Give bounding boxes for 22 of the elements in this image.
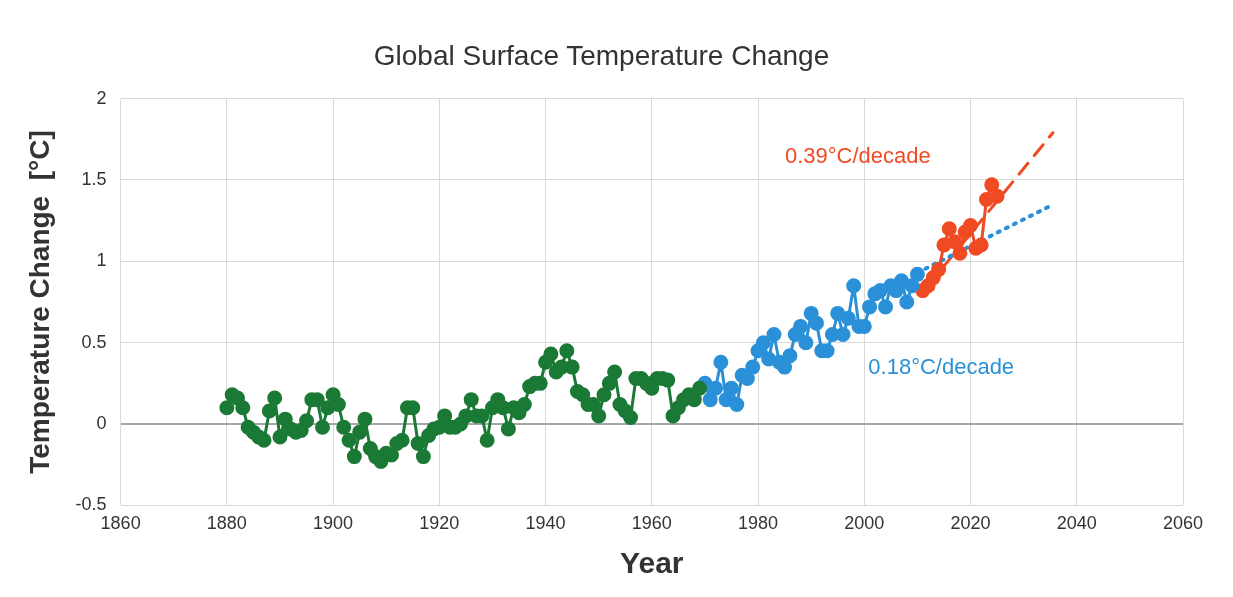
x-tick-label: 1960 bbox=[631, 513, 672, 534]
x-tick-label: 2060 bbox=[1162, 513, 1204, 534]
x-tick-label: 1900 bbox=[313, 513, 354, 534]
x-tick-label: 2000 bbox=[844, 513, 885, 534]
x-tick-label: 1920 bbox=[419, 513, 460, 534]
y-tick-label: 1.5 bbox=[81, 168, 107, 189]
y-tick-label: 0 bbox=[96, 413, 107, 434]
x-tick-label: 2020 bbox=[950, 513, 991, 534]
annotation: 0.18°C/decade bbox=[868, 354, 1015, 380]
x-tick-label: 1860 bbox=[100, 513, 141, 534]
x-tick-label: 1880 bbox=[206, 513, 247, 534]
y-tick-label: 2 bbox=[96, 87, 107, 108]
y-tick-label: -0.5 bbox=[75, 494, 107, 515]
y-axis-title: Temperature Change [°C] bbox=[23, 130, 55, 474]
x-axis-title: Year bbox=[620, 546, 684, 580]
x-tick-label: 1980 bbox=[738, 513, 779, 534]
chart-title: Global Surface Temperature Change bbox=[373, 39, 830, 71]
y-tick-label: 0.5 bbox=[81, 331, 107, 352]
y-tick-label: 1 bbox=[96, 250, 107, 271]
annotation: 0.39°C/decade bbox=[784, 142, 931, 168]
x-tick-label: 2040 bbox=[1056, 513, 1097, 534]
x-tick-label: 1940 bbox=[525, 513, 566, 534]
